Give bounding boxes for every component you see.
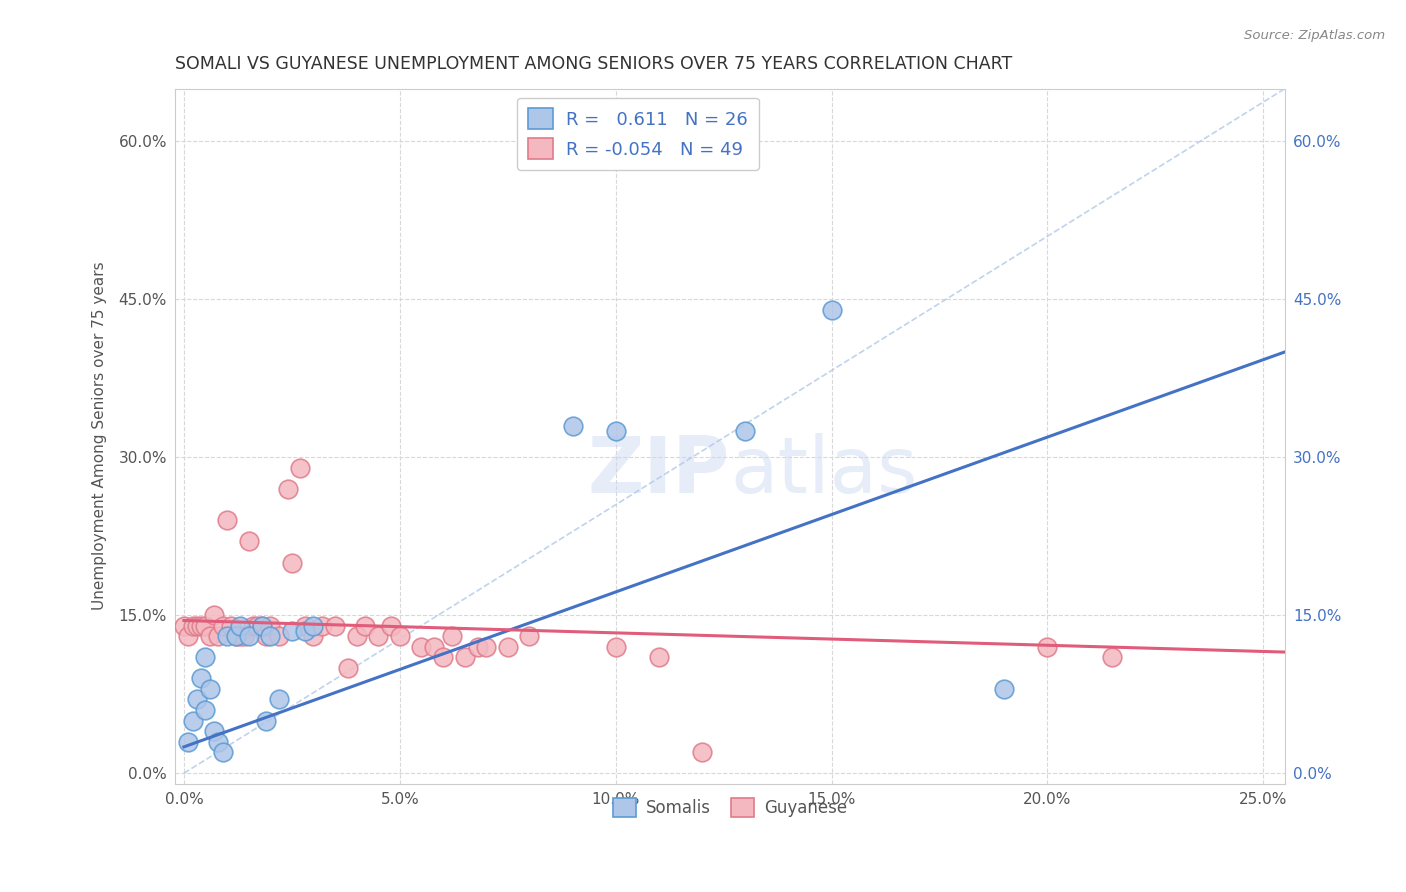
- Point: [181, 714, 204, 728]
- Point: [186, 692, 208, 706]
- Point: [1101, 650, 1123, 665]
- Point: [267, 629, 290, 643]
- Point: [211, 745, 233, 759]
- Legend: Somalis, Guyanese: Somalis, Guyanese: [606, 791, 855, 824]
- Point: [993, 681, 1015, 696]
- Point: [233, 629, 256, 643]
- Text: SOMALI VS GUYANESE UNEMPLOYMENT AMONG SENIORS OVER 75 YEARS CORRELATION CHART: SOMALI VS GUYANESE UNEMPLOYMENT AMONG SE…: [176, 55, 1012, 73]
- Point: [250, 619, 273, 633]
- Point: [648, 650, 671, 665]
- Point: [311, 619, 333, 633]
- Point: [277, 482, 299, 496]
- Point: [238, 534, 260, 549]
- Point: [194, 619, 217, 633]
- Point: [259, 629, 281, 643]
- Point: [207, 734, 229, 748]
- Point: [267, 692, 290, 706]
- Point: [411, 640, 433, 654]
- Point: [561, 418, 583, 433]
- Point: [211, 619, 233, 633]
- Point: [173, 619, 195, 633]
- Point: [259, 619, 281, 633]
- Point: [354, 619, 377, 633]
- Point: [290, 460, 312, 475]
- Point: [217, 629, 239, 643]
- Point: [388, 629, 411, 643]
- Point: [294, 619, 316, 633]
- Point: [229, 619, 252, 633]
- Point: [496, 640, 519, 654]
- Point: [440, 629, 463, 643]
- Point: [190, 619, 212, 633]
- Point: [238, 629, 260, 643]
- Point: [202, 724, 225, 739]
- Point: [221, 619, 243, 633]
- Point: [820, 302, 842, 317]
- Point: [690, 745, 713, 759]
- Point: [177, 734, 200, 748]
- Point: [194, 703, 217, 717]
- Point: [177, 629, 200, 643]
- Point: [302, 619, 325, 633]
- Point: [346, 629, 368, 643]
- Point: [467, 640, 489, 654]
- Point: [202, 608, 225, 623]
- Point: [246, 619, 269, 633]
- Point: [254, 629, 277, 643]
- Point: [217, 513, 239, 527]
- Point: [194, 650, 217, 665]
- Point: [254, 714, 277, 728]
- Point: [337, 661, 360, 675]
- Point: [198, 681, 221, 696]
- Point: [225, 629, 247, 643]
- Point: [250, 619, 273, 633]
- Text: Source: ZipAtlas.com: Source: ZipAtlas.com: [1244, 29, 1385, 42]
- Point: [605, 424, 627, 438]
- Point: [294, 624, 316, 638]
- Text: atlas: atlas: [730, 433, 918, 509]
- Point: [198, 629, 221, 643]
- Point: [225, 629, 247, 643]
- Point: [605, 640, 627, 654]
- Point: [453, 650, 475, 665]
- Point: [475, 640, 498, 654]
- Point: [181, 619, 204, 633]
- Point: [207, 629, 229, 643]
- Point: [380, 619, 402, 633]
- Point: [190, 672, 212, 686]
- Point: [367, 629, 389, 643]
- Point: [734, 424, 756, 438]
- Point: [1036, 640, 1059, 654]
- Point: [423, 640, 446, 654]
- Point: [517, 629, 540, 643]
- Point: [281, 556, 304, 570]
- Y-axis label: Unemployment Among Seniors over 75 years: Unemployment Among Seniors over 75 years: [93, 262, 107, 610]
- Point: [229, 629, 252, 643]
- Point: [432, 650, 454, 665]
- Point: [302, 629, 325, 643]
- Point: [242, 619, 264, 633]
- Point: [323, 619, 346, 633]
- Text: ZIP: ZIP: [588, 433, 730, 509]
- Point: [186, 619, 208, 633]
- Point: [281, 624, 304, 638]
